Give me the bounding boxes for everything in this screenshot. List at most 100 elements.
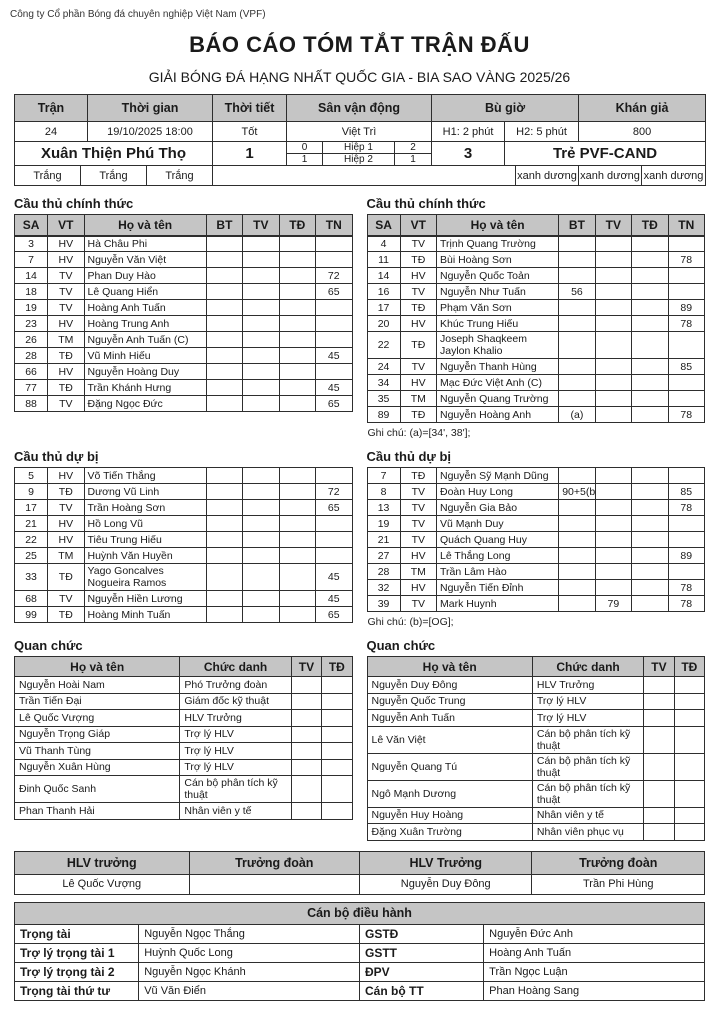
cell-sa: 22 xyxy=(366,331,401,359)
cell-tn xyxy=(667,374,705,391)
official-name: Hoàng Anh Tuấn xyxy=(483,942,705,963)
cell-td xyxy=(278,331,317,348)
cell-vt: TĐ xyxy=(399,251,438,268)
cell-vt: TV xyxy=(47,499,85,516)
col-name: Họ và tên xyxy=(83,214,207,237)
cell-tv xyxy=(594,531,633,548)
header-match: Trận xyxy=(14,94,88,122)
cell-vt: HV xyxy=(47,531,85,548)
player-row: 9 TĐ Dương Vũ Linh 72 xyxy=(13,483,353,500)
match-number: 24 xyxy=(14,121,88,142)
cell-tv xyxy=(594,499,633,516)
cell-role: Phó Trưởng đoàn xyxy=(179,676,292,694)
cell-sa: 99 xyxy=(13,606,49,623)
cell-sa: 16 xyxy=(366,283,401,300)
cell-td xyxy=(278,267,317,284)
official-row: Nguyễn Hoài Nam Phó Trưởng đoàn xyxy=(13,676,353,694)
cell-sa: 18 xyxy=(13,283,49,300)
official-name: Trần Ngọc Luận xyxy=(483,961,705,982)
cell-sa: 88 xyxy=(13,395,49,412)
cell-role: Nhân viên y tế xyxy=(179,802,292,820)
cell-vt: TV xyxy=(47,299,85,316)
cell-td xyxy=(278,235,317,252)
player-row: 34 HV Mạc Đức Việt Anh (C) xyxy=(366,374,705,391)
cell-vt: HV xyxy=(47,235,85,252)
cell-sa: 3 xyxy=(13,235,49,252)
cell-tv xyxy=(594,315,633,332)
official-row: Đinh Quốc Sanh Cán bộ phân tích kỹ thuật xyxy=(13,775,353,803)
referee-role-label: Trợ lý trọng tài 2 xyxy=(13,961,140,982)
cell-td xyxy=(631,267,669,284)
cell-role: Cán bộ phân tích kỹ thuật xyxy=(531,779,645,808)
cell-name: Bùi Hoàng Sơn xyxy=(435,251,560,268)
cell-name: Nguyễn Thanh Hùng xyxy=(435,358,560,375)
cell-vt: TĐ xyxy=(47,379,85,396)
official-row: Lê Văn Việt Cán bộ phân tích kỹ thuật xyxy=(366,725,706,754)
cell-tn: 78 xyxy=(667,499,705,516)
cell-tn xyxy=(667,235,705,252)
cell-td xyxy=(278,315,317,332)
col-name: Họ và tên xyxy=(13,656,181,677)
cell-sa: 8 xyxy=(366,483,401,500)
cell-name: Mạc Đức Việt Anh (C) xyxy=(435,374,560,391)
cell-td xyxy=(278,499,317,516)
home-officials-panel: Quan chức Họ và tên Chức danh TV TĐ Nguy xyxy=(13,628,353,820)
officials-header-row: Họ và tên Chức danh TV TĐ xyxy=(366,656,706,677)
cell-sa: 28 xyxy=(366,563,401,580)
cell-name: Nguyễn Sỹ Mạnh Dũng xyxy=(435,467,560,484)
starters-section: Cầu thủ chính thức SA VT Họ và tên BT TV… xyxy=(13,186,705,439)
cell-name: Nguyễn Quang Trường xyxy=(435,390,560,407)
player-row: 22 TĐ Joseph Shaqkeem Jaylon Khalio xyxy=(366,331,705,359)
cell-name: Phan Thanh Hải xyxy=(13,802,181,820)
score-row-2: 1 Hiệp 2 1 xyxy=(15,153,706,166)
cell-vt: TV xyxy=(399,483,438,500)
cell-td xyxy=(631,483,669,500)
away-subs-table: 7 TĐ Nguyễn Sỹ Mạnh Dũng 8 TV Đoà xyxy=(366,467,705,612)
player-row: 28 TM Trần Lâm Hào xyxy=(366,563,705,580)
cell-td xyxy=(631,579,669,596)
away-officials-table: Họ và tên Chức danh TV TĐ Nguyễn Duy Đôn… xyxy=(366,656,706,841)
cell-sa: 14 xyxy=(366,267,401,284)
cell-sa: 33 xyxy=(13,563,49,591)
home-kit-2: Trắng xyxy=(80,165,147,186)
col-bt: BT xyxy=(205,214,244,237)
cell-td xyxy=(278,606,317,623)
cell-vt: HV xyxy=(47,315,85,332)
cell-tv xyxy=(242,299,280,316)
cell-bt xyxy=(558,331,596,359)
player-row: 3 HV Hà Châu Phi xyxy=(13,235,353,252)
cell-bt xyxy=(205,563,244,591)
col-tv: TV xyxy=(594,214,633,237)
cell-vt: HV xyxy=(47,363,85,380)
official-row: Nguyễn Xuân Hùng Trợ lý HLV xyxy=(13,758,353,776)
cell-tv xyxy=(594,283,633,300)
referee-name: Nguyễn Ngọc Thắng xyxy=(138,923,360,944)
player-row: 27 HV Lê Thắng Long 89 xyxy=(366,547,705,564)
cell-tv xyxy=(643,752,675,781)
col-role: Chức danh xyxy=(179,656,292,677)
match-info-values-row: 24 19/10/2025 18:00 Tốt Việt Trì H1: 2 p… xyxy=(14,121,707,142)
cell-vt: TĐ xyxy=(399,331,438,359)
cell-sa: 20 xyxy=(366,315,401,332)
cell-vt: TM xyxy=(399,563,438,580)
cell-bt xyxy=(558,267,596,284)
cell-td xyxy=(321,676,353,694)
cell-bt xyxy=(205,347,244,364)
cell-tn xyxy=(667,563,705,580)
h2-home-score: 1 xyxy=(286,153,323,166)
cell-td xyxy=(631,235,669,252)
cell-name: Nguyễn Hoàng Anh xyxy=(435,406,560,423)
player-row: 25 TM Huỳnh Văn Huyền xyxy=(13,547,353,564)
referee-row: Trợ lý trọng tài 1 Huỳnh Quốc Long GSTT … xyxy=(13,942,705,963)
cell-name: Tiêu Trung Hiếu xyxy=(83,531,207,548)
stadium-value: Việt Trì xyxy=(285,121,433,142)
cell-tv xyxy=(594,358,633,375)
cell-vt: TĐ xyxy=(47,483,85,500)
cell-role: Cán bộ phân tích kỹ thuật xyxy=(179,775,292,803)
cell-td xyxy=(321,775,353,803)
cell-vt: HV xyxy=(47,467,85,484)
cell-tn: 45 xyxy=(315,379,353,396)
cell-tn: 78 xyxy=(667,595,705,612)
cell-sa: 24 xyxy=(366,358,401,375)
player-header-row: SA VT Họ và tên BT TV TĐ TN xyxy=(13,214,353,237)
